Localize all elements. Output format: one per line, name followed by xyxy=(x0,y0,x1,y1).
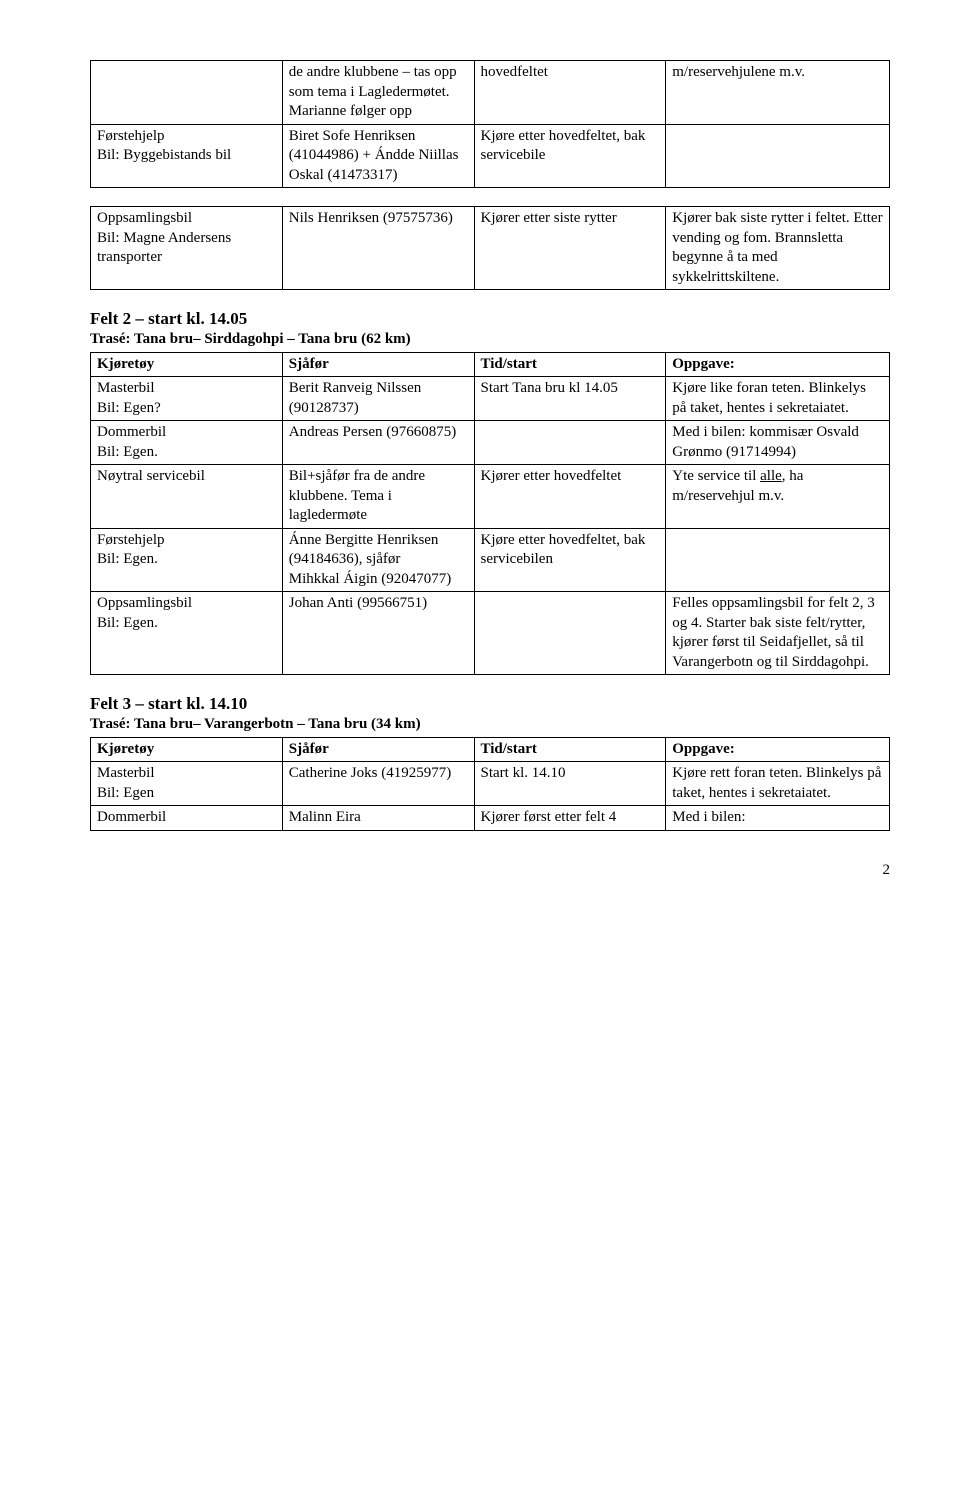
cell: Ánne Bergitte Henriksen (94184636), sjåf… xyxy=(282,528,474,592)
cell: Biret Sofe Henriksen (41044986) + Ándde … xyxy=(282,124,474,188)
cell: Med i bilen: kommisær Osvald Grønmo (917… xyxy=(666,421,890,465)
cell xyxy=(91,61,283,125)
col-header: Kjøretøy xyxy=(91,737,283,762)
cell: Kjøre rett foran teten. Blinkelys på tak… xyxy=(666,762,890,806)
table-row: de andre klubbene – tas opp som tema i L… xyxy=(91,61,890,125)
cell: Masterbil Bil: Egen? xyxy=(91,377,283,421)
cell: Førstehjelp Bil: Egen. xyxy=(91,528,283,592)
cell: Catherine Joks (41925977) xyxy=(282,762,474,806)
cell: Oppsamlingsbil Bil: Magne Andersens tran… xyxy=(91,207,283,290)
cell: Dommerbil Bil: Egen. xyxy=(91,421,283,465)
cell: Johan Anti (99566751) xyxy=(282,592,474,675)
table-row: Nøytral servicebil Bil+sjåfør fra de and… xyxy=(91,465,890,529)
cell: Yte service til alle, ha m/reservehjul m… xyxy=(666,465,890,529)
cell: Masterbil Bil: Egen xyxy=(91,762,283,806)
cell: Start kl. 14.10 xyxy=(474,762,666,806)
col-header: Tid/start xyxy=(474,737,666,762)
cell: Kjører etter siste rytter xyxy=(474,207,666,290)
col-header: Oppgave: xyxy=(666,737,890,762)
table-row: Oppsamlingsbil Bil: Magne Andersens tran… xyxy=(91,207,890,290)
cell: Felles oppsamlingsbil for felt 2, 3 og 4… xyxy=(666,592,890,675)
cell xyxy=(474,421,666,465)
cell: Malinn Eira xyxy=(282,806,474,831)
cell xyxy=(474,592,666,675)
section-subtitle-felt2: Trasé: Tana bru– Sirddagohpi – Tana bru … xyxy=(90,330,890,350)
section-title-felt2: Felt 2 – start kl. 14.05 xyxy=(90,308,890,330)
table-continuation-felt1: de andre klubbene – tas opp som tema i L… xyxy=(90,60,890,188)
col-header: Sjåfør xyxy=(282,737,474,762)
cell: hovedfeltet xyxy=(474,61,666,125)
table-header-row: Kjøretøy Sjåfør Tid/start Oppgave: xyxy=(91,352,890,377)
section-title-felt3: Felt 3 – start kl. 14.10 xyxy=(90,693,890,715)
cell: Kjøre etter hovedfeltet, bak servicebile xyxy=(474,124,666,188)
cell: Dommerbil xyxy=(91,806,283,831)
table-felt3: Kjøretøy Sjåfør Tid/start Oppgave: Maste… xyxy=(90,737,890,831)
table-felt2: Kjøretøy Sjåfør Tid/start Oppgave: Maste… xyxy=(90,352,890,676)
cell xyxy=(666,124,890,188)
table-row: Oppsamlingsbil Bil: Egen. Johan Anti (99… xyxy=(91,592,890,675)
cell: Med i bilen: xyxy=(666,806,890,831)
section-subtitle-felt3: Trasé: Tana bru– Varangerbotn – Tana bru… xyxy=(90,715,890,735)
table-row: Dommerbil Malinn Eira Kjører først etter… xyxy=(91,806,890,831)
table-row: Masterbil Bil: Egen Catherine Joks (4192… xyxy=(91,762,890,806)
cell: Start Tana bru kl 14.05 xyxy=(474,377,666,421)
col-header: Sjåfør xyxy=(282,352,474,377)
table-row: Masterbil Bil: Egen? Berit Ranveig Nilss… xyxy=(91,377,890,421)
cell: Nils Henriksen (97575736) xyxy=(282,207,474,290)
table-row: Dommerbil Bil: Egen. Andreas Persen (976… xyxy=(91,421,890,465)
cell: Nøytral servicebil xyxy=(91,465,283,529)
table-header-row: Kjøretøy Sjåfør Tid/start Oppgave: xyxy=(91,737,890,762)
cell: Andreas Persen (97660875) xyxy=(282,421,474,465)
cell: Kjører først etter felt 4 xyxy=(474,806,666,831)
cell: de andre klubbene – tas opp som tema i L… xyxy=(282,61,474,125)
col-header: Tid/start xyxy=(474,352,666,377)
table-oppsamlingsbil: Oppsamlingsbil Bil: Magne Andersens tran… xyxy=(90,206,890,290)
cell: Bil+sjåfør fra de andre klubbene. Tema i… xyxy=(282,465,474,529)
table-row: Førstehjelp Bil: Egen. Ánne Bergitte Hen… xyxy=(91,528,890,592)
col-header: Kjøretøy xyxy=(91,352,283,377)
col-header: Oppgave: xyxy=(666,352,890,377)
cell: Oppsamlingsbil Bil: Egen. xyxy=(91,592,283,675)
cell: Førstehjelp Bil: Byggebistands bil xyxy=(91,124,283,188)
table-row: Førstehjelp Bil: Byggebistands bil Biret… xyxy=(91,124,890,188)
cell: Kjører etter hovedfeltet xyxy=(474,465,666,529)
cell: Berit Ranveig Nilssen (90128737) xyxy=(282,377,474,421)
cell: Kjøre like foran teten. Blinkelys på tak… xyxy=(666,377,890,421)
cell: Kjører bak siste rytter i feltet. Etter … xyxy=(666,207,890,290)
cell xyxy=(666,528,890,592)
page-number: 2 xyxy=(90,861,890,881)
cell: Kjøre etter hovedfeltet, bak servicebile… xyxy=(474,528,666,592)
cell: m/reservehjulene m.v. xyxy=(666,61,890,125)
